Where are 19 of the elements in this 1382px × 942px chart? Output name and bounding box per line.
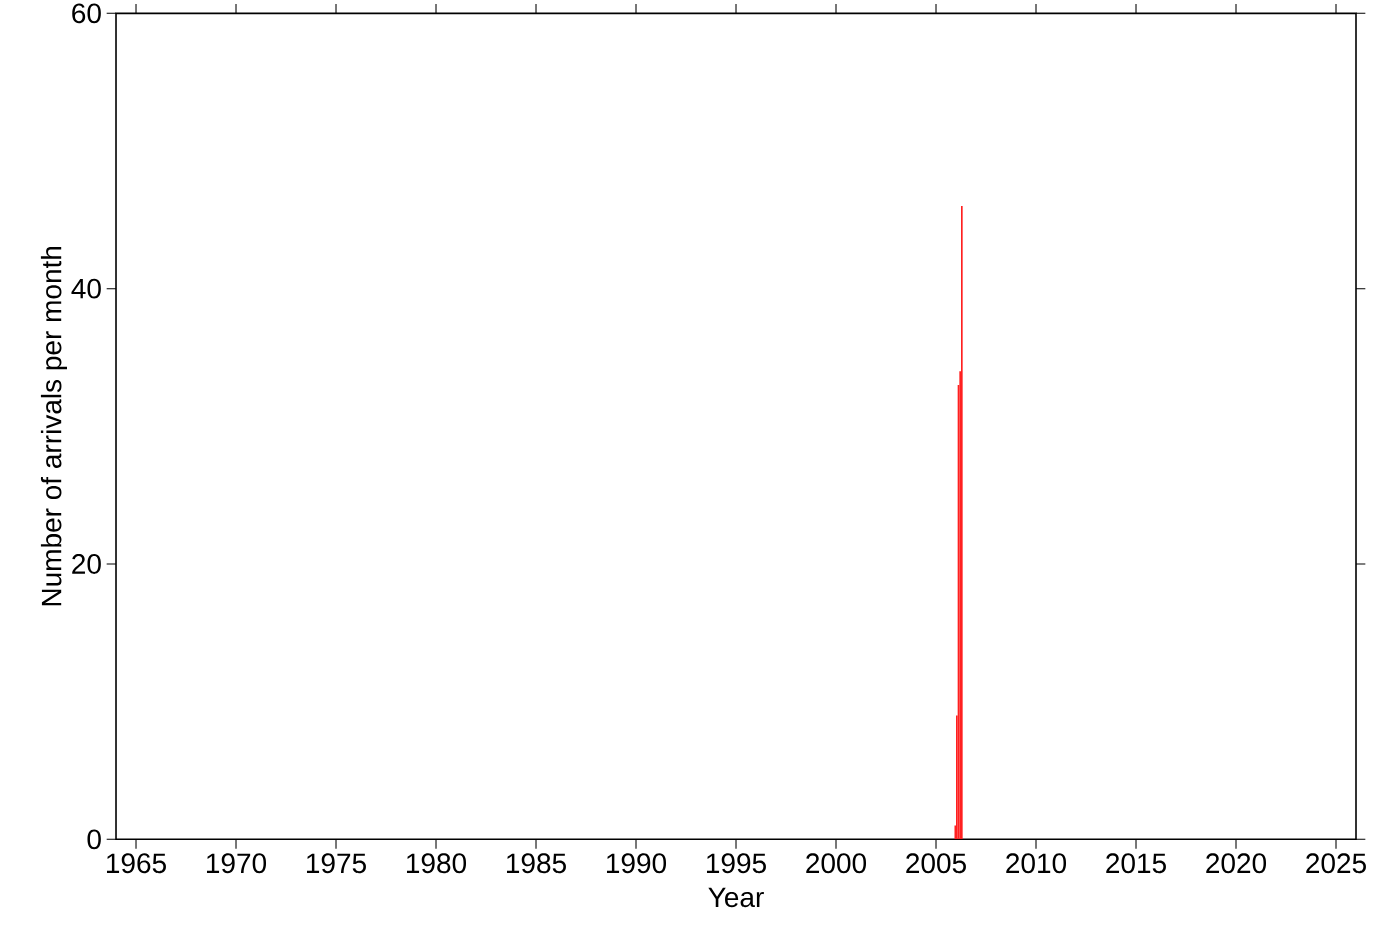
y-axis-title: Number of arrivals per month <box>40 246 67 606</box>
x-tick-label: 1975 <box>307 853 366 874</box>
x-tick-label: 1990 <box>607 853 667 874</box>
y-tick-label: 0 <box>87 829 101 850</box>
x-tick-label: 2025 <box>1306 853 1366 874</box>
y-tick-label: 20 <box>72 554 101 574</box>
x-tick-label: 2010 <box>1006 853 1067 874</box>
x-tick-label: 2015 <box>1106 853 1166 874</box>
x-tick-label: 1980 <box>407 853 467 874</box>
y-tick-label: 40 <box>71 278 101 299</box>
x-tick-label: 2005 <box>906 853 966 874</box>
x-tick-label: 2020 <box>1206 853 1267 874</box>
x-tick-label: 2000 <box>806 853 867 874</box>
x-tick-label: 1970 <box>207 853 267 874</box>
x-tick-label: 1995 <box>706 853 766 874</box>
y-tick-label: 60 <box>72 3 101 24</box>
x-tick-label: 1985 <box>507 853 566 874</box>
x-axis-title: Year <box>708 887 764 908</box>
x-tick-label: 1965 <box>107 853 166 874</box>
